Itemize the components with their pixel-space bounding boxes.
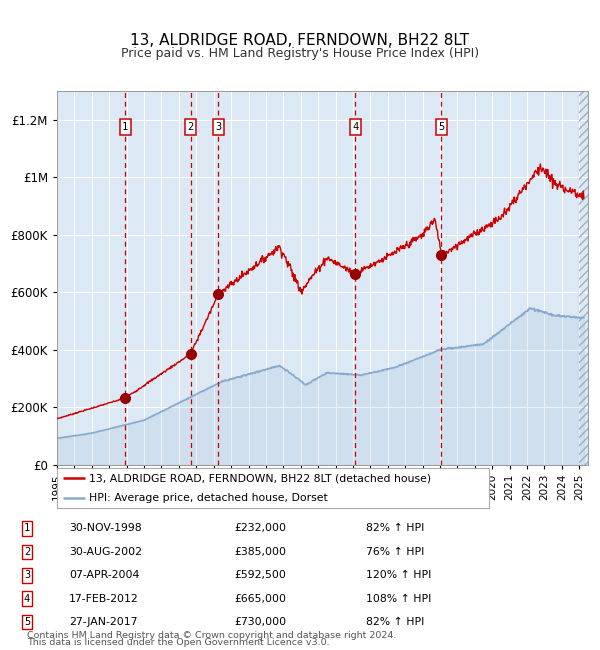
Text: 13, ALDRIDGE ROAD, FERNDOWN, BH22 8LT: 13, ALDRIDGE ROAD, FERNDOWN, BH22 8LT: [130, 32, 470, 48]
Text: 30-NOV-1998: 30-NOV-1998: [69, 523, 142, 534]
Text: 4: 4: [24, 593, 30, 604]
Text: Contains HM Land Registry data © Crown copyright and database right 2024.: Contains HM Land Registry data © Crown c…: [27, 631, 397, 640]
Text: 5: 5: [24, 617, 30, 627]
Text: 1: 1: [24, 523, 30, 534]
Text: 27-JAN-2017: 27-JAN-2017: [69, 617, 137, 627]
Text: Price paid vs. HM Land Registry's House Price Index (HPI): Price paid vs. HM Land Registry's House …: [121, 47, 479, 60]
Text: £592,500: £592,500: [234, 570, 286, 580]
Text: 2: 2: [187, 122, 194, 132]
Text: 1: 1: [122, 122, 128, 132]
Text: £385,000: £385,000: [234, 547, 286, 557]
Text: £665,000: £665,000: [234, 593, 286, 604]
Text: £232,000: £232,000: [234, 523, 286, 534]
Text: 82% ↑ HPI: 82% ↑ HPI: [366, 617, 424, 627]
Text: 07-APR-2004: 07-APR-2004: [69, 570, 139, 580]
Text: 17-FEB-2012: 17-FEB-2012: [69, 593, 139, 604]
Text: 3: 3: [215, 122, 221, 132]
Text: 30-AUG-2002: 30-AUG-2002: [69, 547, 142, 557]
Text: 3: 3: [24, 570, 30, 580]
Text: 120% ↑ HPI: 120% ↑ HPI: [366, 570, 431, 580]
Text: 4: 4: [352, 122, 358, 132]
Text: 2: 2: [24, 547, 30, 557]
Text: 5: 5: [438, 122, 445, 132]
Text: 13, ALDRIDGE ROAD, FERNDOWN, BH22 8LT (detached house): 13, ALDRIDGE ROAD, FERNDOWN, BH22 8LT (d…: [89, 473, 431, 483]
Text: 82% ↑ HPI: 82% ↑ HPI: [366, 523, 424, 534]
Text: HPI: Average price, detached house, Dorset: HPI: Average price, detached house, Dors…: [89, 493, 328, 503]
Text: 76% ↑ HPI: 76% ↑ HPI: [366, 547, 424, 557]
Text: 108% ↑ HPI: 108% ↑ HPI: [366, 593, 431, 604]
Text: £730,000: £730,000: [234, 617, 286, 627]
Text: This data is licensed under the Open Government Licence v3.0.: This data is licensed under the Open Gov…: [27, 638, 329, 647]
